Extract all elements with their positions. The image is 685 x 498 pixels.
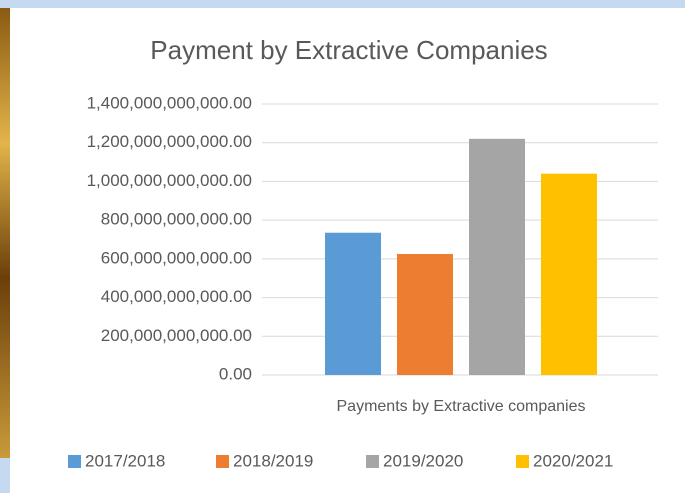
page: {"chart_data": {"type": "bar", "title": … — [0, 0, 685, 493]
legend-swatch — [216, 455, 229, 468]
legend-swatch — [516, 455, 529, 468]
legend-swatch — [68, 455, 81, 468]
chart-title: Payment by Extractive Companies — [150, 35, 547, 65]
y-tick-label: 1,000,000,000,000.00 — [87, 171, 252, 190]
y-tick-label: 400,000,000,000.00 — [101, 287, 252, 306]
y-tick-label: 1,200,000,000,000.00 — [87, 132, 252, 151]
bar — [469, 139, 525, 375]
chart: Payment by Extractive Companies 0.00 200,… — [0, 0, 685, 493]
y-tick-label: 200,000,000,000.00 — [101, 326, 252, 345]
y-tick-label: 600,000,000,000.00 — [101, 248, 252, 267]
y-tick-label: 1,400,000,000,000.00 — [87, 93, 252, 112]
window-left-strip — [0, 458, 10, 493]
background-image-edge — [0, 8, 10, 458]
legend-label: 2017/2018 — [85, 451, 165, 470]
bar — [397, 254, 453, 375]
legend-label: 2018/2019 — [233, 451, 313, 470]
window-top-strip — [0, 0, 685, 8]
legend-label: 2020/2021 — [533, 451, 613, 470]
bar — [325, 233, 381, 375]
legend-label: 2019/2020 — [383, 451, 463, 470]
y-tick-label: 0.00 — [219, 364, 252, 383]
y-tick-label: 800,000,000,000.00 — [101, 210, 252, 229]
x-tick-label: Payments by Extractive companies — [337, 398, 586, 415]
bar — [541, 174, 597, 375]
legend-swatch — [366, 455, 379, 468]
